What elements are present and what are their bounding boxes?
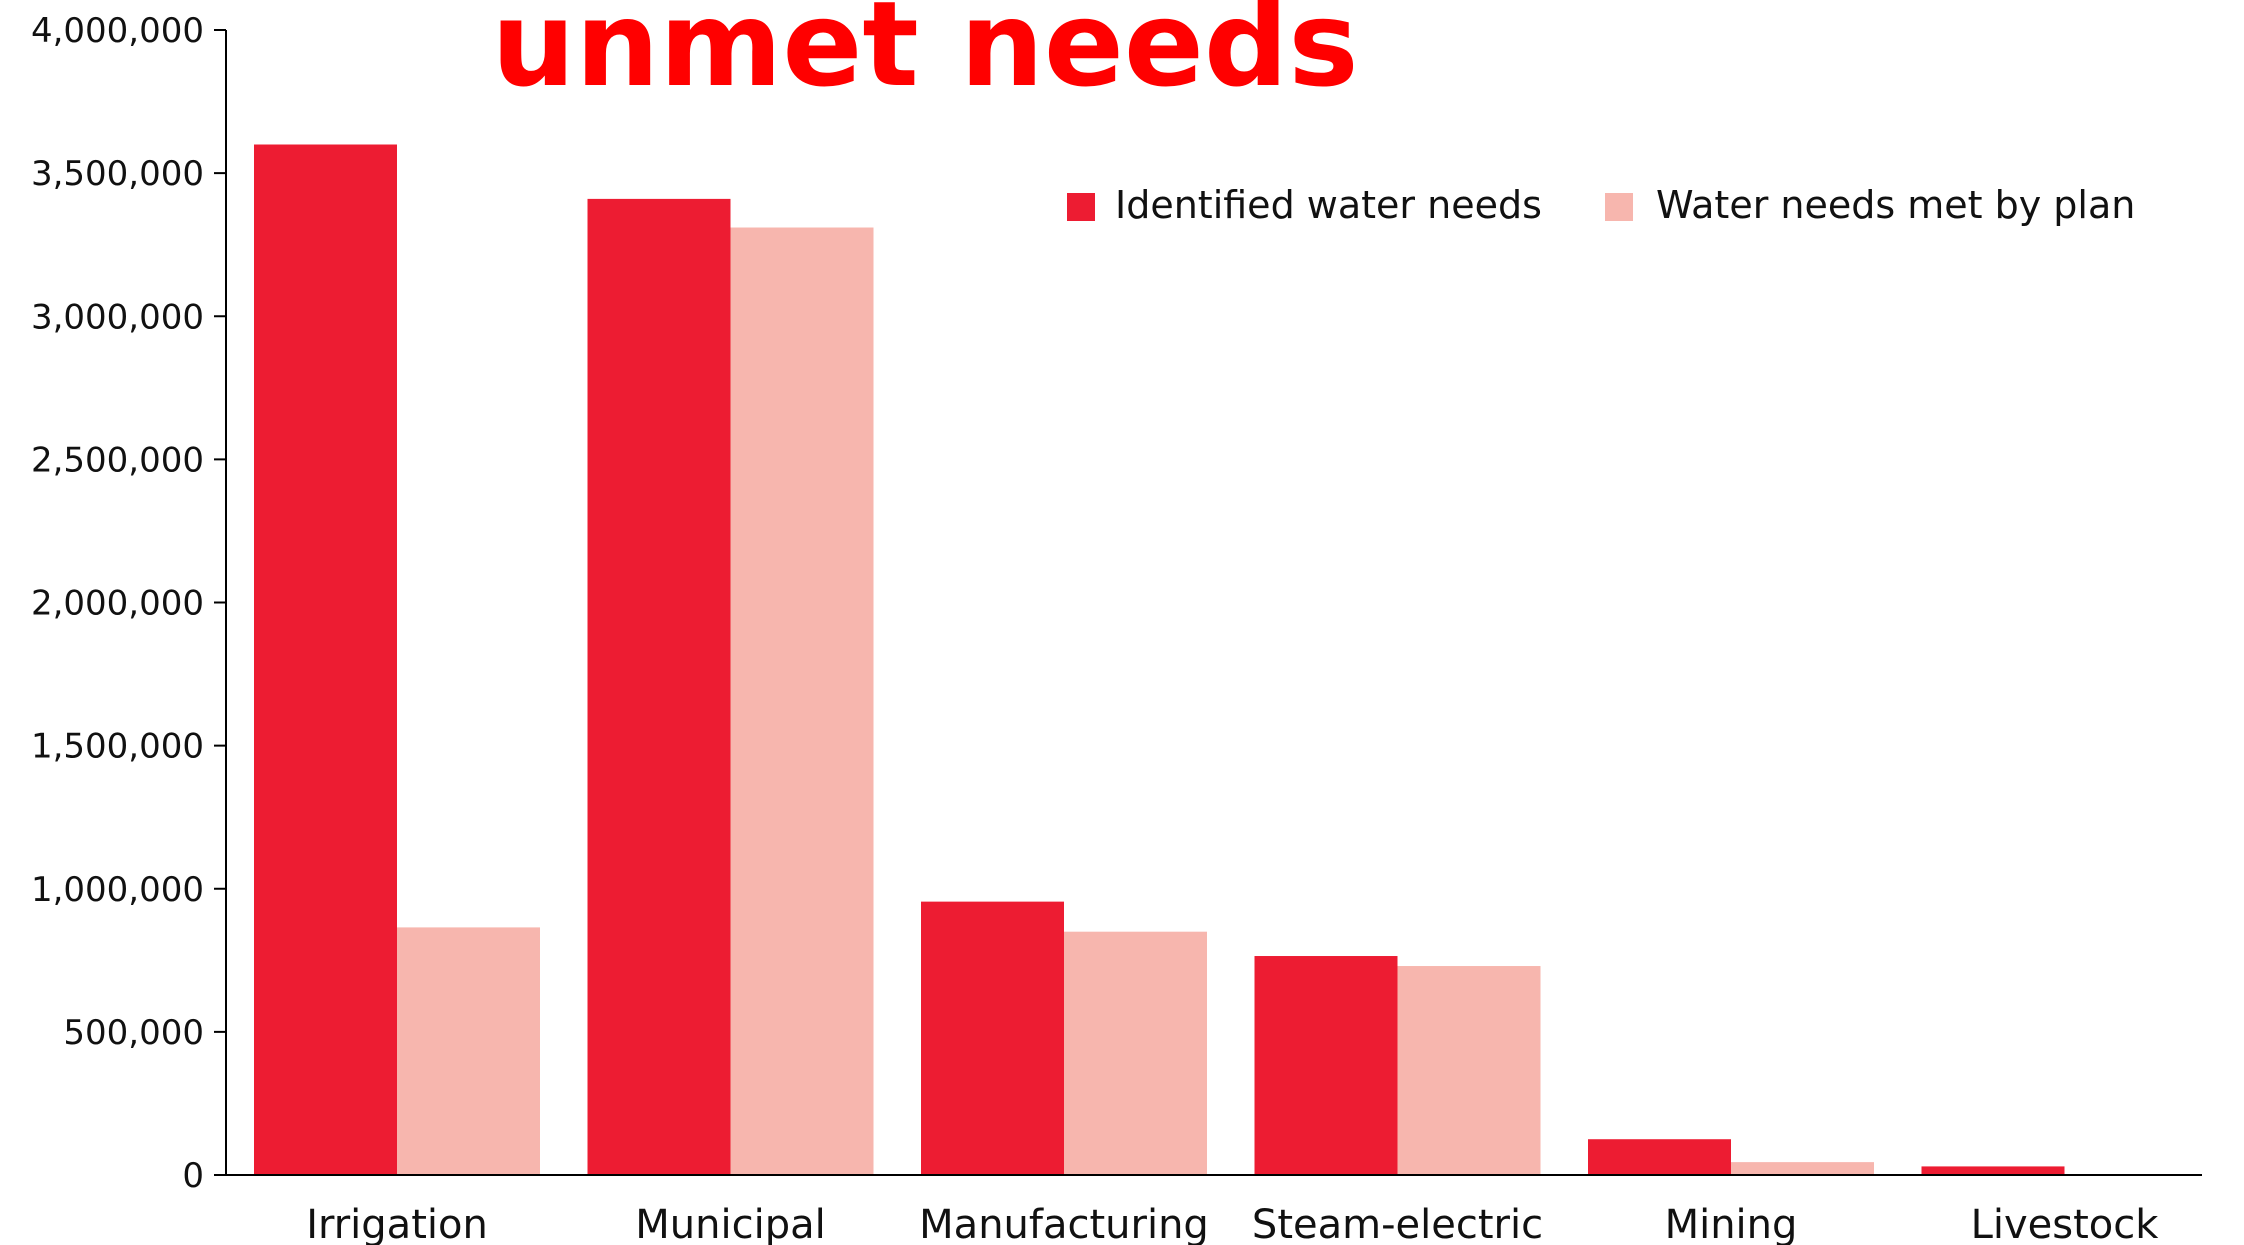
bar-identified-steam-electric: [1254, 956, 1398, 1175]
y-tick-label: 2,500,000: [31, 440, 204, 480]
bars: [254, 144, 2065, 1175]
y-axis: 0 500,000 1,000,000 1,500,000 2,000,000 2,500…: [31, 11, 227, 1196]
y-tick-label: 500,000: [63, 1013, 204, 1053]
legend-swatch: [1067, 193, 1095, 221]
x-axis: Irrigation Municipal Manufacturing Steam-el…: [226, 1174, 2202, 1245]
bar-met-mining: [1731, 1162, 1874, 1175]
bar-identified-municipal: [587, 198, 731, 1175]
bar-identified-livestock: [1921, 1166, 2065, 1175]
x-tick-label: Steam-electric: [1252, 1202, 1543, 1245]
legend-label: Identified water needs: [1115, 183, 1542, 227]
y-tick-label: 1,500,000: [31, 727, 204, 767]
legend-swatch: [1605, 193, 1633, 221]
y-tick-label: 1,000,000: [31, 870, 204, 910]
y-tick-label: 3,500,000: [31, 154, 204, 194]
bar-met-steam-electric: [1397, 966, 1541, 1175]
bar-identified-mining: [1588, 1139, 1731, 1175]
x-tick-label: Mining: [1665, 1202, 1798, 1245]
chart-title: unmet needs: [491, 0, 1358, 113]
bar-met-municipal: [730, 227, 874, 1175]
bar-met-manufacturing: [1064, 931, 1207, 1175]
bar-identified-manufacturing: [921, 901, 1064, 1175]
x-tick-label: Municipal: [635, 1202, 825, 1245]
y-tick-label: 3,000,000: [31, 297, 204, 337]
bar-met-irrigation: [397, 927, 540, 1175]
y-tick-label: 0: [182, 1156, 204, 1196]
y-tick-label: 4,000,000: [31, 11, 204, 51]
legend: Identified water needs Water needs met by…: [1067, 183, 2135, 227]
legend-label: Water needs met by plan: [1656, 183, 2135, 227]
x-tick-label: Manufacturing: [919, 1202, 1209, 1245]
x-tick-label: Livestock: [1971, 1202, 2160, 1245]
x-tick-label: Irrigation: [306, 1202, 488, 1245]
y-tick-label: 2,000,000: [31, 584, 204, 624]
bar-identified-irrigation: [254, 144, 397, 1175]
